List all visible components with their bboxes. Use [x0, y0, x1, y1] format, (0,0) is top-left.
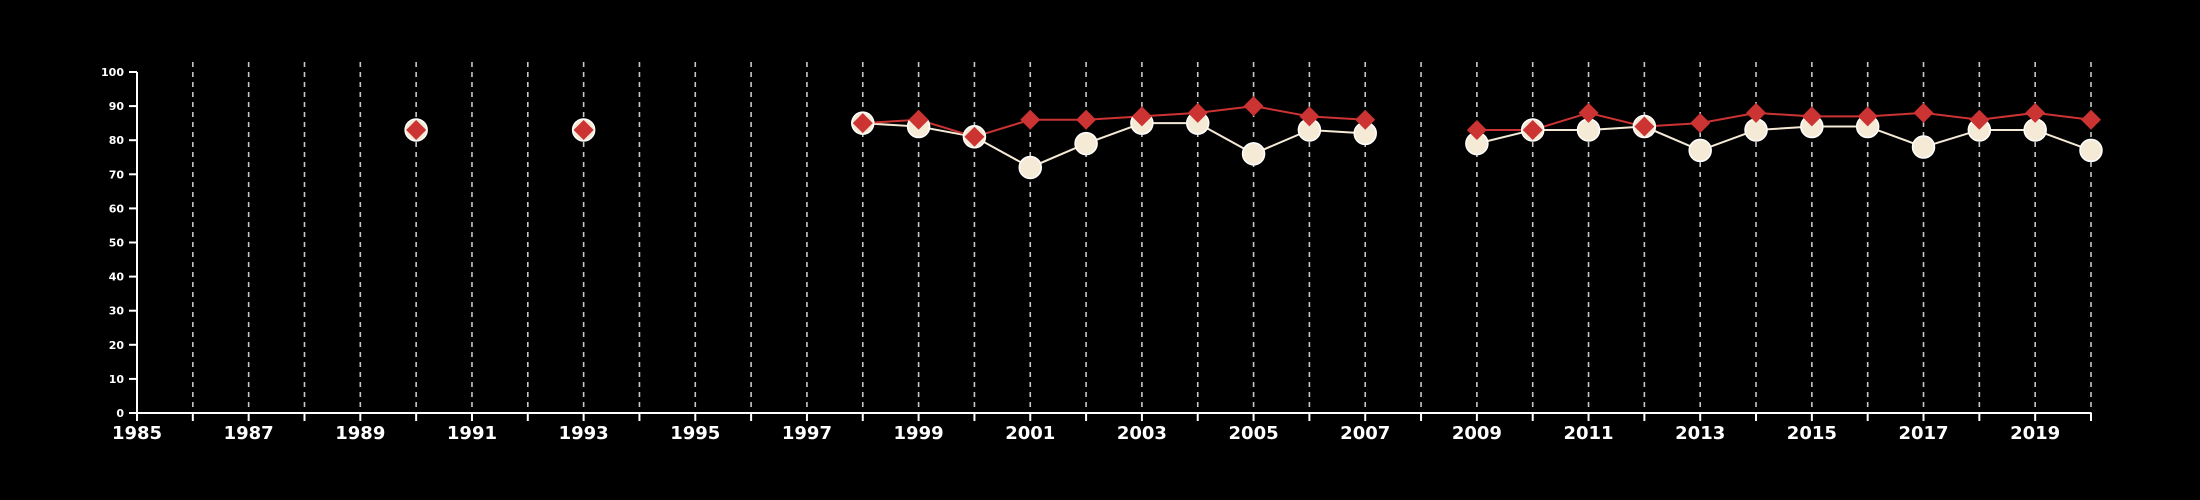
- series-2-point: [1969, 109, 1990, 130]
- series-2-point: [964, 126, 985, 147]
- series-1-point: [1241, 142, 1266, 166]
- series-1-point: [1018, 155, 1043, 180]
- series-2-point: [1076, 109, 1097, 130]
- y-tick-label: 30: [109, 305, 125, 318]
- series-2-point: [1746, 102, 1767, 123]
- series-2-point: [1466, 119, 1487, 140]
- y-tick-label: 70: [109, 168, 125, 181]
- y-tick-label: 10: [109, 373, 125, 386]
- y-tick-label: 50: [109, 237, 125, 250]
- x-tick-label: 2003: [1117, 423, 1167, 444]
- x-tick-label: 2015: [1787, 423, 1837, 444]
- x-tick-label: 1989: [335, 423, 385, 444]
- axes: 0 10 20 30 40 50 60 70 80 90 100 1985 1987 1989 1991 19…: [101, 66, 2092, 444]
- series-2-point: [908, 109, 929, 130]
- series-2-point: [1355, 109, 1376, 130]
- series-2-point: [1131, 106, 1152, 127]
- series-2-point: [1578, 102, 1599, 123]
- x-tick-label: 2009: [1452, 423, 1502, 444]
- series-1-line: [1476, 125, 2092, 152]
- y-tick-label: 100: [101, 66, 124, 79]
- series-1-line: [862, 122, 1366, 169]
- series-2-point: [1020, 109, 1041, 130]
- x-tick-label: 2013: [1675, 423, 1725, 444]
- series: [404, 96, 2103, 180]
- x-tick-label: 1997: [782, 423, 832, 444]
- series-1-point: [1074, 131, 1098, 156]
- series-2-point: [573, 119, 594, 140]
- x-tick-label: 2007: [1340, 423, 1390, 444]
- grid-lines: [192, 62, 2092, 413]
- x-tick-label: 2011: [1563, 423, 1613, 444]
- series-2-point: [1522, 119, 1543, 140]
- x-tick-label: 1991: [447, 423, 497, 444]
- y-tick-label: 20: [109, 339, 125, 352]
- y-tick-label: 80: [109, 134, 125, 147]
- x-tick-label: 1985: [112, 423, 162, 444]
- series-2-point: [2081, 109, 2101, 130]
- x-tick-label: 2019: [2010, 423, 2060, 444]
- series-2-line: [1476, 111, 2092, 131]
- series-1-point: [1911, 135, 1936, 159]
- x-tick-label: 1987: [224, 423, 274, 444]
- y-tick-label: 90: [109, 100, 125, 113]
- series-1-point: [2079, 138, 2103, 163]
- y-tick-label: 40: [109, 271, 125, 284]
- series-2-line: [862, 105, 1366, 138]
- x-tick-label: 2005: [1229, 423, 1279, 444]
- x-tick-label: 2017: [1898, 423, 1948, 444]
- series-2-point: [1857, 106, 1878, 127]
- series-2-point: [1634, 116, 1655, 137]
- series-2-point: [1690, 113, 1711, 134]
- series-2-point: [1801, 106, 1822, 127]
- series-2-point: [852, 113, 873, 134]
- x-tick-label: 1995: [670, 423, 720, 444]
- x-tick-label: 2001: [1005, 423, 1055, 444]
- x-tick-label: 1999: [894, 423, 944, 444]
- y-tick-label: 60: [109, 202, 125, 215]
- series-2-point: [1187, 102, 1208, 123]
- series-2-point: [1299, 106, 1320, 127]
- series-2-point: [406, 119, 427, 140]
- series-2-point: [2025, 102, 2046, 123]
- series-1-point: [1688, 138, 1712, 163]
- y-tick-label: 0: [116, 407, 124, 420]
- series-2-point: [1913, 102, 1934, 123]
- x-tick-label: 1993: [559, 423, 609, 444]
- series-2-point: [1243, 96, 1264, 117]
